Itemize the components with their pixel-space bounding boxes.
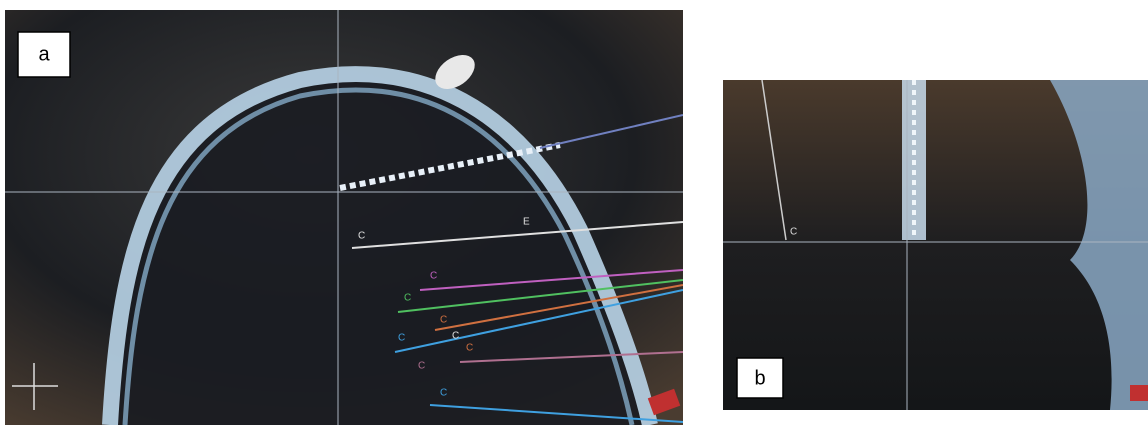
trajectory-label: C [440, 315, 447, 326]
trajectory-label: C [418, 361, 425, 372]
panel-b-label-box [736, 357, 784, 399]
trajectory-label: C [404, 293, 411, 304]
trajectory-label: C [358, 231, 365, 242]
panel-a-image [5, 10, 683, 425]
trajectory-label: C [440, 388, 447, 399]
trajectory-label: C [398, 333, 405, 344]
trajectory-label: C [466, 343, 473, 354]
trajectory-label: C [452, 331, 459, 342]
panel-a-label-box [17, 31, 71, 78]
panel-b-image [723, 80, 1148, 410]
panel-a-label: a [38, 43, 50, 65]
trajectory-label: C [790, 227, 797, 238]
trajectory-label: C [430, 271, 437, 282]
panel-b-label: b [754, 367, 765, 389]
trajectory-label: E [523, 217, 530, 228]
